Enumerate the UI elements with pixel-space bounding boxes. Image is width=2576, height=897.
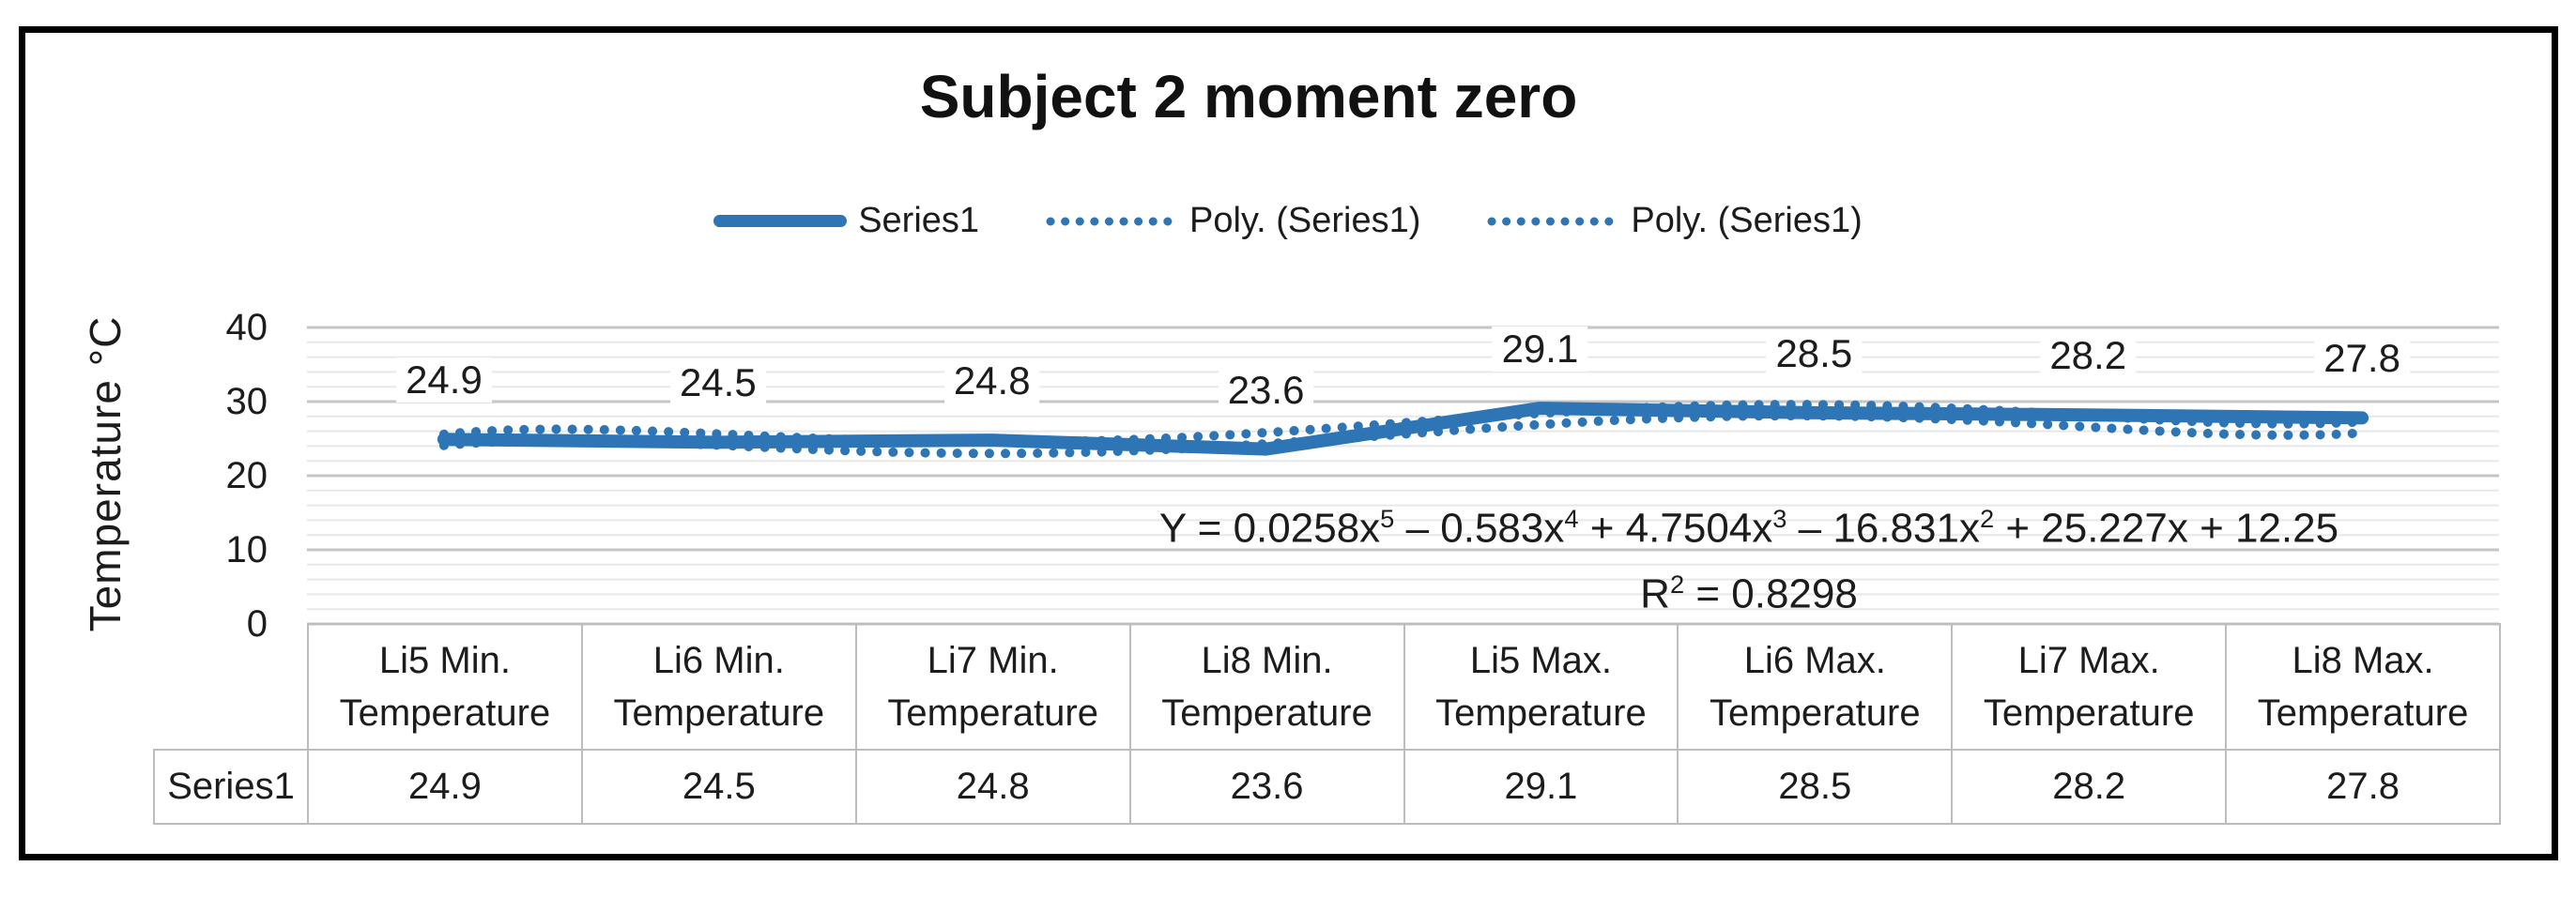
r-squared-value: R2 = 0.8298 bbox=[1640, 569, 1858, 617]
trendline-annotation: Y = 0.0258x5 – 0.583x4 + 4.7504x3 – 16.8… bbox=[1159, 494, 2338, 618]
y-axis-tick-label: 40 bbox=[225, 307, 268, 348]
table-header-row: Li5 Min. Temperature Li6 Min. Temperature… bbox=[154, 623, 2501, 751]
table-column-header: Li8 Max. Temperature bbox=[2225, 623, 2501, 751]
data-label: 24.9 bbox=[396, 357, 492, 403]
table-value-cell: 23.6 bbox=[1128, 749, 1405, 825]
table-column-header: Li5 Max. Temperature bbox=[1403, 623, 1679, 751]
table-value-cell: 28.2 bbox=[1951, 749, 2228, 825]
data-label: 28.2 bbox=[2040, 333, 2137, 379]
y-axis-tick-label: 30 bbox=[225, 381, 268, 422]
data-label: 24.5 bbox=[669, 360, 766, 406]
legend-dotted-line-swatch bbox=[1046, 217, 1177, 225]
table-value-row: Series1 24.9 24.5 24.8 23.6 29.1 28.5 28.2 27.8 bbox=[153, 749, 2501, 825]
data-label: 29.1 bbox=[1492, 327, 1588, 372]
legend: Series1 Poly. (Series1) Poly. (Series1) bbox=[0, 201, 2576, 241]
table-value-cell: 28.5 bbox=[1677, 749, 1954, 825]
data-label: 28.5 bbox=[1766, 330, 1863, 376]
table-value-cell: 24.9 bbox=[307, 749, 583, 825]
table-column-header: Li6 Max. Temperature bbox=[1677, 623, 1954, 751]
data-table: Li5 Min. Temperature Li6 Min. Temperature… bbox=[153, 623, 2501, 825]
y-axis-tick-label: 20 bbox=[225, 455, 268, 496]
table-column-header: Li7 Max. Temperature bbox=[1951, 623, 2228, 751]
legend-item: Poly. (Series1) bbox=[1486, 201, 1863, 241]
trendline-equation: Y = 0.0258x5 – 0.583x4 + 4.7504x3 – 16.8… bbox=[1158, 504, 2339, 552]
legend-solid-line-swatch bbox=[713, 215, 848, 227]
legend-item: Series1 bbox=[713, 201, 979, 241]
legend-label: Series1 bbox=[858, 201, 980, 240]
y-axis-tick-label: 10 bbox=[225, 529, 268, 570]
table-column-header: Li5 Min. Temperature bbox=[307, 623, 583, 751]
legend-item: Poly. (Series1) bbox=[1045, 201, 1420, 241]
legend-dotted-line-swatch bbox=[1487, 217, 1618, 225]
chart-title: Subject 2 moment zero bbox=[919, 63, 1578, 130]
data-label: 24.8 bbox=[943, 358, 1040, 404]
table-column-header: Li7 Min. Temperature bbox=[854, 623, 1131, 751]
data-label: 27.8 bbox=[2314, 336, 2410, 382]
table-value-cell: 24.8 bbox=[854, 749, 1131, 825]
table-value-cell: 24.5 bbox=[580, 749, 857, 825]
table-column-header: Li6 Min. Temperature bbox=[580, 623, 857, 751]
table-row-header: Series1 bbox=[153, 749, 309, 825]
y-axis-title: Temperature °C bbox=[81, 315, 130, 632]
legend-label: Poly. (Series1) bbox=[1631, 201, 1863, 240]
table-value-cell: 29.1 bbox=[1403, 749, 1679, 825]
series1-line bbox=[437, 402, 2369, 456]
data-label: 23.6 bbox=[1218, 367, 1314, 413]
table-column-header: Li8 Min. Temperature bbox=[1128, 623, 1405, 751]
legend-label: Poly. (Series1) bbox=[1189, 201, 1421, 240]
table-value-cell: 27.8 bbox=[2225, 749, 2501, 825]
table-corner-cell bbox=[154, 624, 309, 751]
